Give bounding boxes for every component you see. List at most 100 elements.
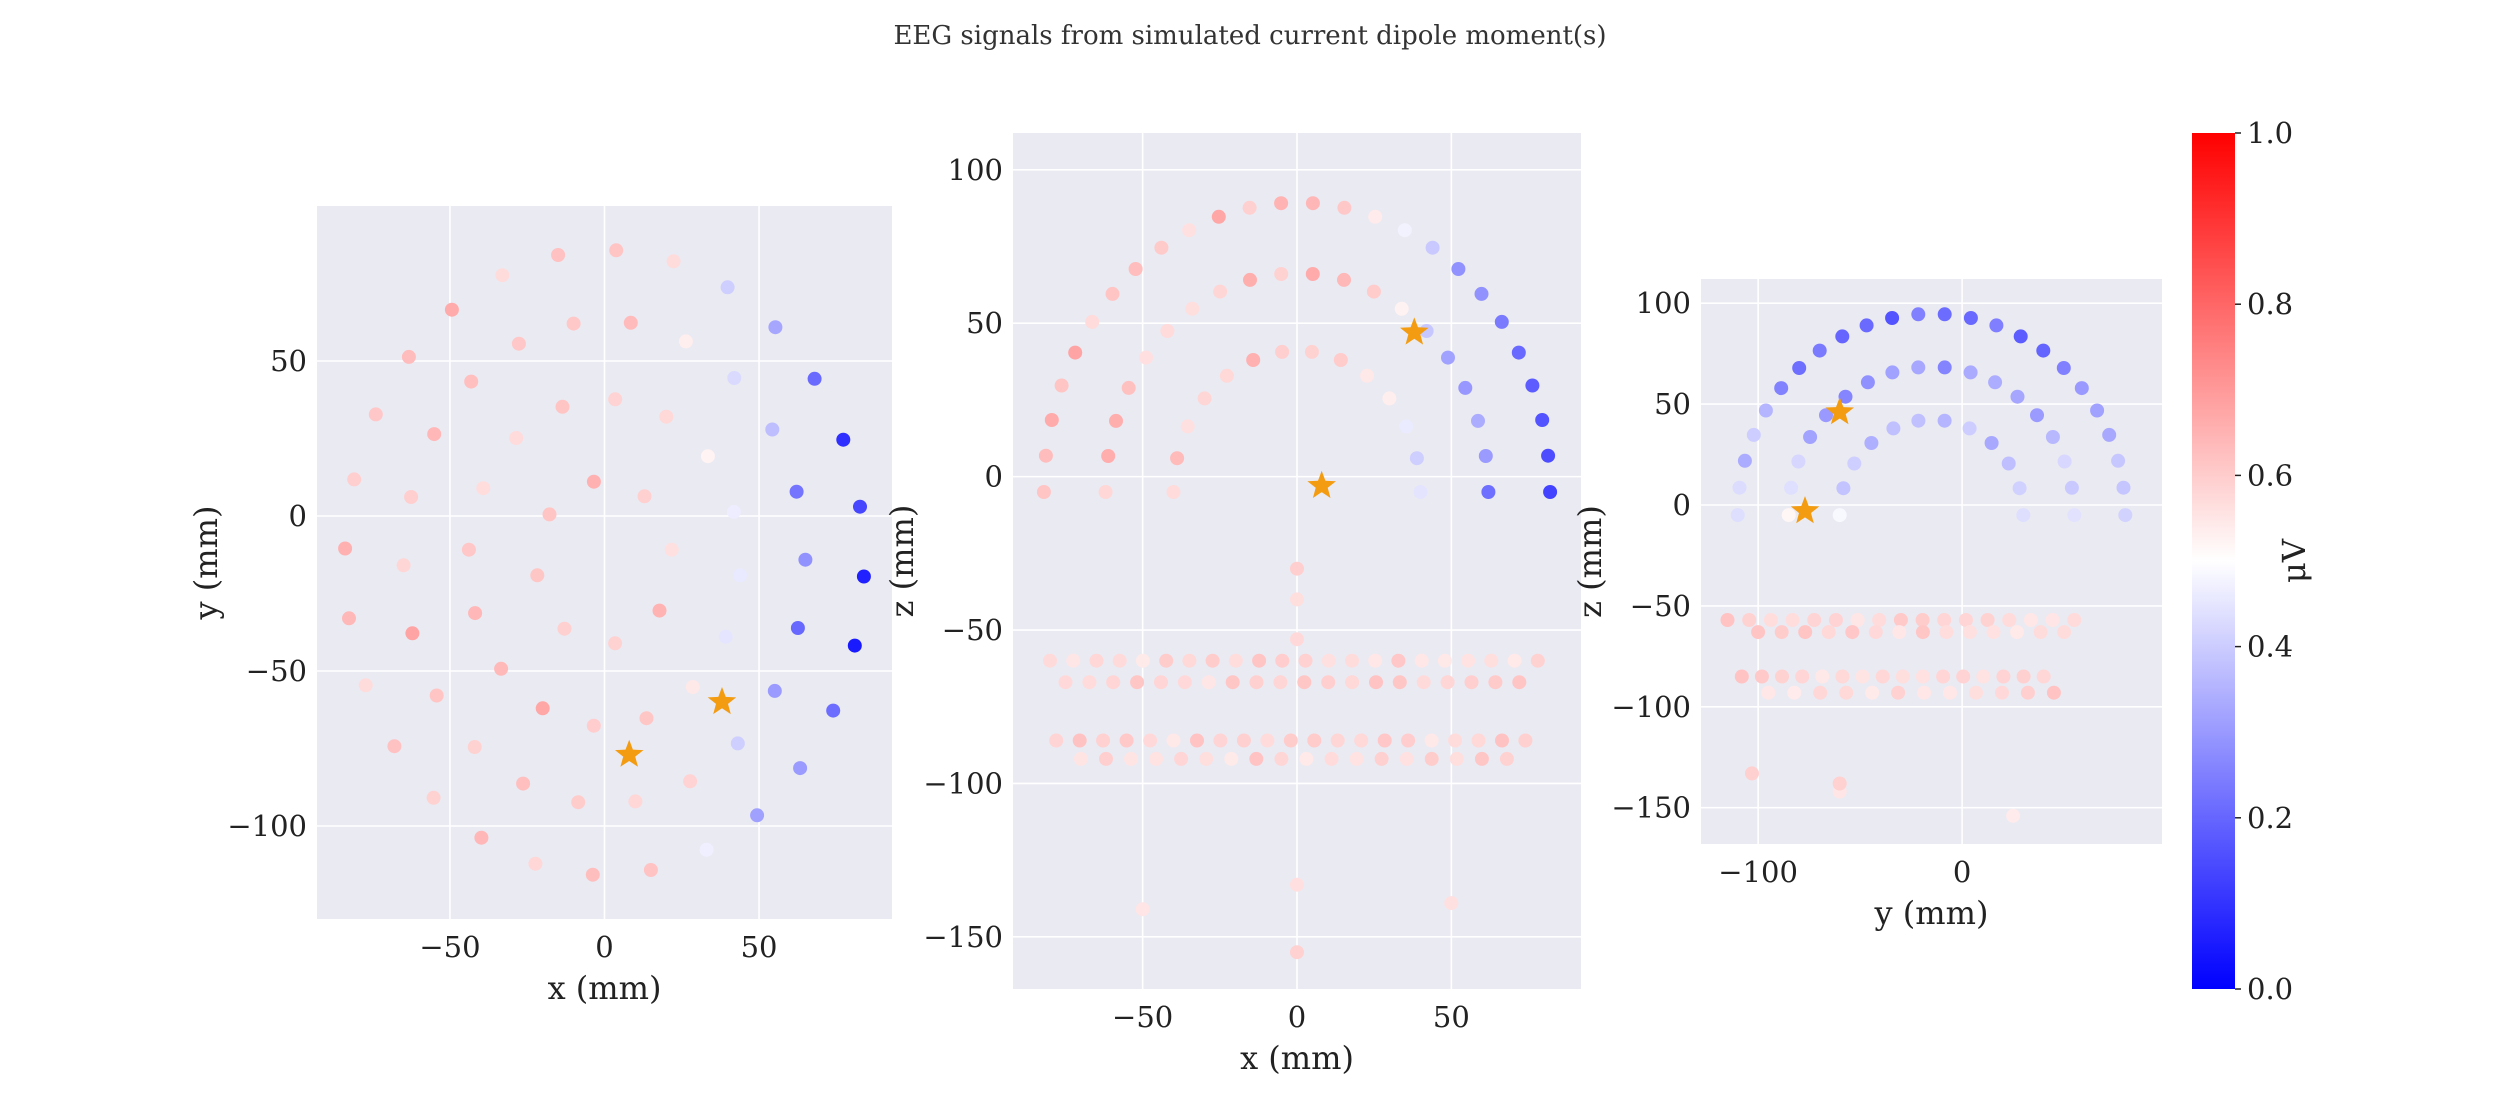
electrode-point bbox=[1401, 733, 1416, 748]
electrode-point bbox=[1860, 375, 1875, 390]
electrode-point bbox=[1988, 375, 2003, 390]
electrode-point bbox=[1774, 625, 1789, 640]
electrode-point bbox=[1160, 324, 1175, 338]
electrode-point bbox=[1036, 485, 1051, 499]
electrode-point bbox=[1855, 669, 1870, 684]
electrode-point bbox=[1159, 653, 1174, 668]
colorbar-tick-label: 1.0 bbox=[2247, 116, 2293, 150]
x-tick-label: −100 bbox=[1718, 855, 1798, 889]
electrode-point bbox=[1774, 381, 1789, 396]
electrode-point bbox=[1745, 766, 1759, 781]
electrode-point bbox=[1963, 311, 1978, 325]
electrode-point bbox=[1471, 733, 1486, 748]
electrode-point bbox=[1201, 675, 1216, 690]
electrode-point bbox=[853, 499, 867, 514]
electrode-point bbox=[730, 736, 745, 751]
electrode-point bbox=[1821, 625, 1836, 640]
electrode-point bbox=[1180, 419, 1195, 434]
electrode-point bbox=[555, 399, 570, 414]
electrode-point bbox=[608, 392, 623, 407]
electrode-point bbox=[1530, 653, 1545, 668]
electrode-point bbox=[1416, 675, 1431, 690]
electrode-point bbox=[1105, 286, 1120, 301]
dipole-marker bbox=[615, 739, 644, 767]
electrode-point bbox=[1962, 625, 1977, 640]
panel-xz: −50 0 50 −150 −100 −50 0 50 100 x (mm) z (mm) bbox=[883, 133, 1581, 1077]
electrode-point bbox=[623, 315, 638, 330]
electrode-point bbox=[1891, 685, 1906, 700]
electrode-point bbox=[1746, 427, 1761, 442]
y-tick-label: −150 bbox=[923, 920, 1003, 954]
panel-xy: −50 0 50 −100 −50 0 50 x (mm) y (mm) bbox=[187, 206, 892, 1007]
electrode-point bbox=[1872, 613, 1887, 627]
electrode-point bbox=[1813, 685, 1828, 700]
electrode-point bbox=[1937, 360, 1952, 375]
dipole-marker bbox=[1790, 496, 1820, 524]
electrode-point bbox=[2012, 481, 2027, 496]
electrode-point bbox=[1149, 751, 1164, 766]
y-tick-label: −100 bbox=[1611, 690, 1691, 724]
electrode-point bbox=[1958, 613, 1973, 627]
electrode-point bbox=[1815, 669, 1830, 684]
electrode-point bbox=[1785, 613, 1800, 627]
electrode-point bbox=[1886, 421, 1901, 436]
electrode-point bbox=[1494, 314, 1509, 329]
electrode-point bbox=[426, 790, 441, 805]
electrode-point bbox=[1273, 675, 1288, 690]
electrode-point bbox=[509, 431, 524, 445]
electrode-point bbox=[1937, 613, 1952, 627]
electrode-point bbox=[2002, 613, 2017, 627]
electrode-point bbox=[1154, 675, 1168, 690]
electrode-point bbox=[1859, 318, 1874, 333]
electrode-point bbox=[1449, 751, 1464, 766]
electrode-point bbox=[1937, 307, 1952, 322]
electrode-point bbox=[1166, 733, 1181, 748]
electrode-point bbox=[516, 776, 531, 791]
x-tick-label: 50 bbox=[1433, 1000, 1470, 1034]
electrode-point bbox=[1512, 675, 1527, 690]
electrode-point bbox=[1828, 613, 1843, 627]
electrode-point bbox=[1297, 675, 1312, 690]
electrode-point bbox=[1243, 272, 1257, 287]
electrode-point bbox=[793, 761, 808, 776]
electrode-point bbox=[2118, 508, 2133, 523]
electrode-point bbox=[727, 371, 742, 385]
electrode-point bbox=[1963, 365, 1978, 380]
electrode-point bbox=[2111, 453, 2126, 468]
electrode-point bbox=[1275, 344, 1290, 359]
electrode-point bbox=[1249, 751, 1264, 766]
electrode-point bbox=[1939, 625, 1954, 640]
electrode-point bbox=[1224, 751, 1239, 766]
electrode-point bbox=[1441, 350, 1455, 365]
x-tick-label: 0 bbox=[1953, 855, 1971, 889]
electrode-point bbox=[1392, 675, 1407, 690]
electrode-point bbox=[1781, 508, 1796, 523]
electrode-point bbox=[1812, 343, 1827, 358]
electrode-point bbox=[1995, 685, 2009, 700]
electrode-point bbox=[1043, 653, 1057, 668]
electrode-point bbox=[2030, 408, 2044, 423]
electrode-point bbox=[2064, 480, 2079, 495]
electrode-point bbox=[1197, 391, 1212, 406]
electrode-point bbox=[1784, 480, 1799, 495]
y-tick-label: 50 bbox=[270, 344, 307, 378]
electrode-point bbox=[856, 569, 871, 584]
electrode-point bbox=[1980, 613, 1995, 627]
electrode-point bbox=[1085, 314, 1100, 329]
electrode-point bbox=[790, 621, 805, 635]
electrode-point bbox=[342, 611, 356, 626]
x-axis-label: y (mm) bbox=[1874, 894, 1989, 932]
electrode-point bbox=[1915, 669, 1930, 684]
electrode-point bbox=[1838, 389, 1853, 404]
electrode-point bbox=[1058, 675, 1073, 690]
electrode-point bbox=[1845, 625, 1860, 640]
electrode-point bbox=[1249, 675, 1264, 690]
electrode-point bbox=[1761, 685, 1776, 700]
electrode-point bbox=[1742, 613, 1757, 627]
electrode-point bbox=[427, 427, 442, 442]
dipole-marker bbox=[1307, 470, 1336, 498]
electrode-point bbox=[1128, 262, 1143, 276]
electrode-point bbox=[2036, 669, 2051, 684]
electrode-point bbox=[1135, 902, 1150, 917]
